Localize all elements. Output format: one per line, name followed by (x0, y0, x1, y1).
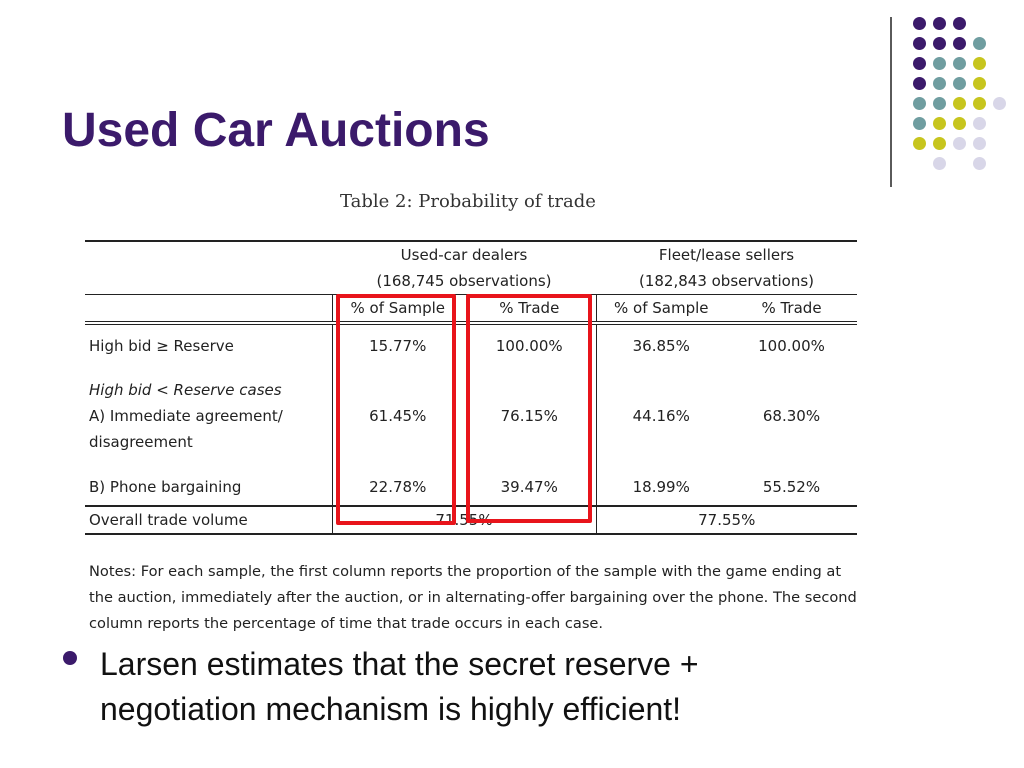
decorative-dot (913, 77, 926, 90)
table-caption: Table 2: Probability of trade (340, 191, 596, 212)
decorative-dot (953, 77, 966, 90)
table-cell: 100.00% (726, 321, 857, 361)
table-row: Overall trade volume 71.55% 77.55% (85, 505, 857, 535)
highlight-box-trade (466, 294, 592, 523)
table-cell: 22.78% (331, 455, 463, 506)
decorative-dot (913, 57, 926, 70)
decorative-dot (953, 137, 966, 150)
decorative-dot (953, 17, 966, 30)
decorative-dot (933, 97, 946, 110)
section-label: High bid < Reserve cases (89, 381, 282, 399)
table-cell: 76.15% (463, 403, 597, 429)
decorative-dot (933, 137, 946, 150)
decorative-dot (953, 37, 966, 50)
table-row: disagreement (85, 429, 857, 455)
decorative-dot (973, 117, 986, 130)
group-obs-fleet: (182,843 observations) (638, 272, 815, 290)
decorative-dot (913, 97, 926, 110)
group-header-fleet: Fleet/lease sellers (596, 240, 857, 268)
bullet-icon (63, 651, 77, 665)
decorative-dot (913, 117, 926, 130)
column-header: % of Sample (596, 294, 726, 323)
decorative-divider (890, 17, 892, 187)
decorative-dot (973, 57, 986, 70)
row-label: Overall trade volume (85, 505, 332, 535)
table-cell: 55.52% (762, 478, 821, 496)
row-label-continued: disagreement (89, 433, 193, 451)
decorative-dot (953, 97, 966, 110)
row-label: A) Immediate agreement/ (89, 407, 283, 425)
table-cell: 61.45% (331, 403, 463, 429)
table-row: High bid < Reserve cases (85, 361, 857, 403)
group-obs-dealers: (168,745 observations) (376, 272, 552, 290)
decorative-dot (973, 37, 986, 50)
decorative-dot (913, 37, 926, 50)
table-cell: 44.16% (632, 407, 690, 425)
decorative-dot (993, 97, 1006, 110)
decorative-dot (973, 97, 986, 110)
decorative-dot (973, 157, 986, 170)
decorative-dot (973, 137, 986, 150)
decorative-dot (913, 137, 926, 150)
decorative-dot (933, 117, 946, 130)
column-header: % Trade (463, 294, 597, 323)
decorative-dot (933, 17, 946, 30)
table-cell: 36.85% (596, 321, 726, 361)
decorative-dot (933, 157, 946, 170)
table-cell: 18.99% (632, 478, 690, 496)
column-header: % Trade (726, 294, 857, 323)
group-header-dealers: Used-car dealers (332, 240, 596, 268)
table-cell: 77.55% (596, 505, 857, 535)
table-notes: Notes: For each sample, the first column… (89, 563, 857, 632)
highlight-box-sample (336, 294, 456, 525)
decorative-dot (933, 57, 946, 70)
decorative-dot (933, 37, 946, 50)
table-row: A) Immediate agreement/ 61.45% 76.15% 44… (85, 403, 857, 429)
slide-title: Used Car Auctions (62, 104, 490, 157)
row-label: B) Phone bargaining (89, 478, 242, 496)
table-cell: 39.47% (463, 455, 597, 506)
decorative-dot (953, 57, 966, 70)
row-label: High bid ≥ Reserve (85, 321, 332, 361)
table-cell: 15.77% (331, 321, 463, 361)
decorative-dot (953, 117, 966, 130)
decorative-dot (913, 17, 926, 30)
decorative-dot (933, 77, 946, 90)
bullet-text: Larsen estimates that the secret reserve… (100, 646, 699, 727)
table-cell: 100.00% (463, 321, 597, 361)
table-row: B) Phone bargaining 22.78% 39.47% 18.99%… (85, 455, 857, 506)
probability-of-trade-table: Used-car dealers Fleet/lease sellers (16… (85, 240, 857, 535)
table-cell: 68.30% (762, 407, 821, 425)
decorative-dot (973, 77, 986, 90)
table-row: High bid ≥ Reserve 15.77% 100.00% 36.85%… (85, 321, 857, 361)
